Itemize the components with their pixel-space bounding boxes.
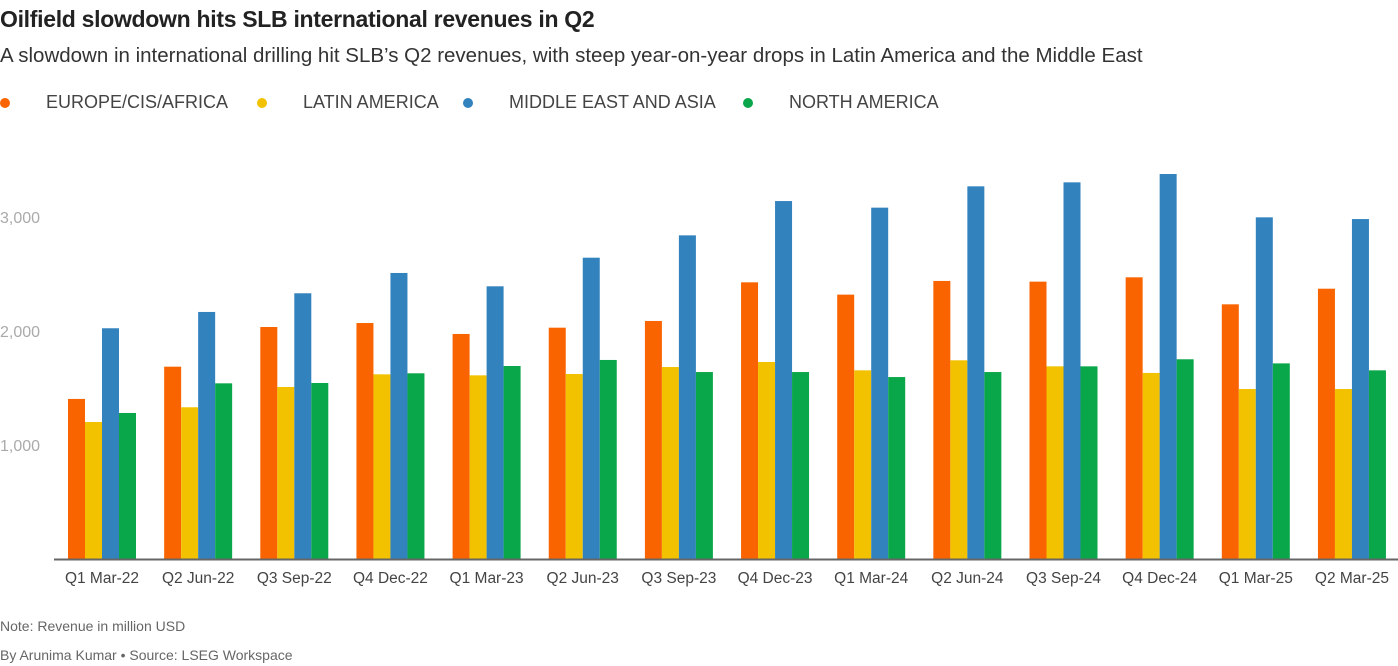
legend-item-north-america: NORTH AMERICA (743, 92, 939, 113)
x-tick-label: Q1 Mar-22 (65, 570, 139, 587)
legend-dot-icon (257, 97, 267, 108)
bar-latin-america-13 (1334, 389, 1352, 559)
bar-latin-america-1 (181, 407, 199, 559)
bar-europe-cis-africa-7 (741, 282, 759, 559)
bar-north-america-13 (1368, 370, 1386, 559)
x-tick-label: Q1 Mar-25 (1219, 570, 1293, 587)
y-tick-label: 1,000 (0, 438, 40, 455)
x-tick-label: Q2 Jun-23 (547, 570, 619, 587)
bar-europe-cis-africa-13 (1317, 288, 1335, 559)
bar-north-america-9 (984, 372, 1002, 559)
footnote: Note: Revenue in million USD (0, 618, 186, 634)
bar-north-america-5 (599, 359, 617, 559)
bar-chart: 1,000 2,000 3,000 Q1 Mar-22 Q2 Jun-22 Q3 Sep-… (0, 174, 1398, 587)
x-tick-label: Q1 Mar-24 (834, 570, 908, 587)
x-tick-label: Q2 Jun-24 (931, 570, 1004, 587)
bar-middle-east-and-asia-6 (678, 235, 696, 559)
bar-latin-america-6 (661, 367, 679, 559)
bar-latin-america-10 (1046, 366, 1064, 559)
x-tick-label: Q2 Jun-22 (162, 570, 234, 587)
bar-middle-east-and-asia-11 (1159, 174, 1177, 559)
bar-north-america-8 (888, 377, 906, 559)
bar-north-america-11 (1176, 359, 1194, 559)
bar-north-america-12 (1272, 363, 1290, 559)
legend-item-europe-cis-africa: EUROPE/CIS/AFRICA (0, 92, 228, 113)
bar-europe-cis-africa-8 (837, 294, 855, 559)
bar-latin-america-3 (373, 374, 391, 559)
bar-latin-america-8 (854, 370, 872, 559)
bar-north-america-4 (503, 365, 521, 559)
bar-latin-america-0 (85, 421, 102, 559)
x-tick-label: Q4 Dec-23 (738, 570, 813, 587)
y-tick-label: 3,000 (0, 210, 40, 227)
bar-europe-cis-africa-1 (164, 366, 182, 559)
bar-latin-america-9 (950, 360, 968, 559)
bar-latin-america-2 (277, 386, 295, 559)
bar-middle-east-and-asia-8 (871, 207, 889, 560)
chart-subtitle: A slowdown in international drilling hit… (0, 44, 1143, 67)
legend-dot-icon (463, 97, 473, 108)
x-tick-label: Q3 Sep-23 (641, 570, 716, 587)
bar-middle-east-and-asia-9 (967, 186, 985, 560)
x-tick-label: Q3 Sep-24 (1026, 570, 1101, 587)
bar-europe-cis-africa-2 (260, 327, 278, 559)
bar-latin-america-7 (758, 362, 776, 559)
bar-latin-america-4 (469, 375, 487, 559)
bar-middle-east-and-asia-5 (582, 257, 600, 559)
bar-north-america-6 (695, 372, 713, 559)
x-tick-label: Q3 Sep-22 (257, 570, 332, 587)
x-tick-label: Q4 Dec-24 (1122, 570, 1197, 587)
bar-middle-east-and-asia-13 (1351, 219, 1369, 559)
legend-item-latin-america: LATIN AMERICA (257, 92, 439, 113)
bar-europe-cis-africa-0 (68, 398, 85, 559)
bar-middle-east-and-asia-3 (390, 272, 408, 559)
bar-latin-america-5 (565, 373, 583, 559)
bar-north-america-7 (792, 372, 810, 559)
bar-europe-cis-africa-6 (644, 320, 662, 559)
legend-label: NORTH AMERICA (789, 92, 939, 112)
bar-europe-cis-africa-4 (452, 333, 470, 559)
bar-north-america-0 (119, 412, 136, 559)
bar-middle-east-and-asia-12 (1255, 217, 1273, 560)
bar-europe-cis-africa-5 (548, 327, 566, 559)
bar-latin-america-12 (1238, 389, 1256, 559)
bar-europe-cis-africa-9 (933, 280, 951, 559)
legend-dot-icon (0, 97, 10, 108)
legend-label: EUROPE/CIS/AFRICA (46, 92, 229, 112)
x-tick-label: Q2 Mar-25 (1315, 570, 1389, 587)
bar-north-america-10 (1080, 366, 1098, 559)
bar-europe-cis-africa-3 (356, 323, 374, 559)
legend-label: LATIN AMERICA (303, 92, 439, 112)
legend-item-middle-east-asia: MIDDLE EAST AND ASIA (463, 92, 716, 113)
bar-middle-east-and-asia-4 (486, 286, 504, 559)
bar-middle-east-and-asia-7 (775, 201, 793, 560)
bar-north-america-2 (311, 382, 329, 559)
bar-middle-east-and-asia-10 (1063, 182, 1081, 559)
bar-north-america-1 (215, 383, 233, 559)
legend: EUROPE/CIS/AFRICA LATIN AMERICA MIDDLE E… (0, 92, 1398, 116)
bar-north-america-3 (407, 373, 425, 559)
x-tick-label: Q1 Mar-23 (450, 570, 524, 587)
chart-title: Oilfield slowdown hits SLB international… (0, 6, 595, 32)
y-tick-label: 2,000 (0, 324, 40, 341)
bar-middle-east-and-asia-2 (294, 293, 312, 559)
byline: By Arunima Kumar • Source: LSEG Workspac… (0, 647, 293, 663)
bar-europe-cis-africa-12 (1221, 304, 1239, 559)
bar-middle-east-and-asia-1 (198, 311, 216, 559)
bar-europe-cis-africa-10 (1029, 281, 1047, 559)
legend-dot-icon (743, 97, 753, 108)
bar-middle-east-and-asia-0 (102, 328, 119, 559)
bar-europe-cis-africa-11 (1125, 277, 1143, 559)
legend-label: MIDDLE EAST AND ASIA (509, 92, 716, 112)
x-tick-label: Q4 Dec-22 (353, 570, 428, 587)
bar-latin-america-11 (1142, 372, 1160, 559)
